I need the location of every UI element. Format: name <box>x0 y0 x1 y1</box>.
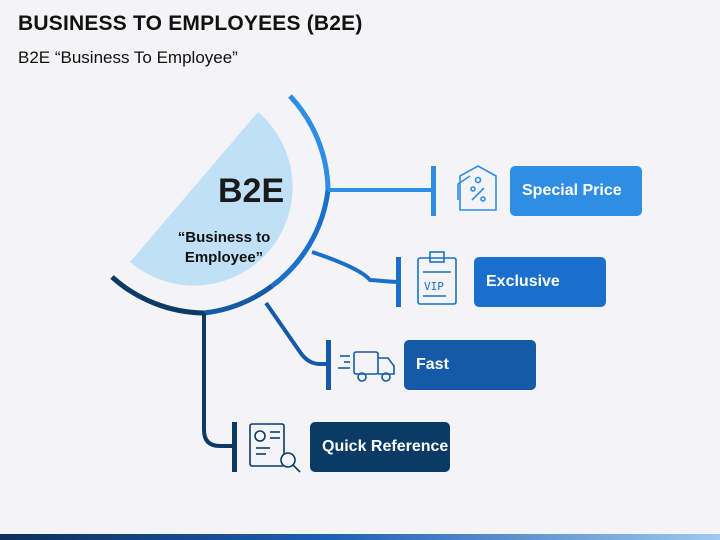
item-box-quick-reference: Quick Reference <box>310 422 450 472</box>
connector-cap-2 <box>396 257 401 307</box>
arc-segment-4 <box>110 275 205 316</box>
page-title: BUSINESS TO EMPLOYEES (B2E) <box>18 12 363 35</box>
connector-cap-3 <box>326 340 331 390</box>
item-box-exclusive: Exclusive <box>474 257 606 307</box>
page-subtitle: B2E “Business To Employee” <box>18 48 238 67</box>
connector-cap-1 <box>431 166 436 216</box>
price-tag-icon <box>457 165 497 211</box>
svg-text:VIP: VIP <box>424 280 444 293</box>
item-box-fast: Fast <box>404 340 536 390</box>
connector-2 <box>311 250 397 284</box>
arc-segment-3 <box>203 283 274 316</box>
document-search-icon <box>249 423 301 473</box>
vip-pass-icon: VIP <box>417 251 457 305</box>
arc-segment-2 <box>270 189 331 289</box>
item-box-special-price: Special Price <box>510 166 642 216</box>
hub-label: B2E <box>218 172 285 210</box>
connector-4 <box>202 313 232 448</box>
delivery-truck-icon <box>338 351 395 382</box>
connector-3 <box>264 301 326 366</box>
hub-sublabel: “Business to Employee” <box>177 229 271 266</box>
connector-cap-4 <box>232 422 237 472</box>
hub-shape <box>130 112 293 286</box>
bottom-accent-bar <box>0 534 720 540</box>
arc-segment-1 <box>288 94 331 191</box>
